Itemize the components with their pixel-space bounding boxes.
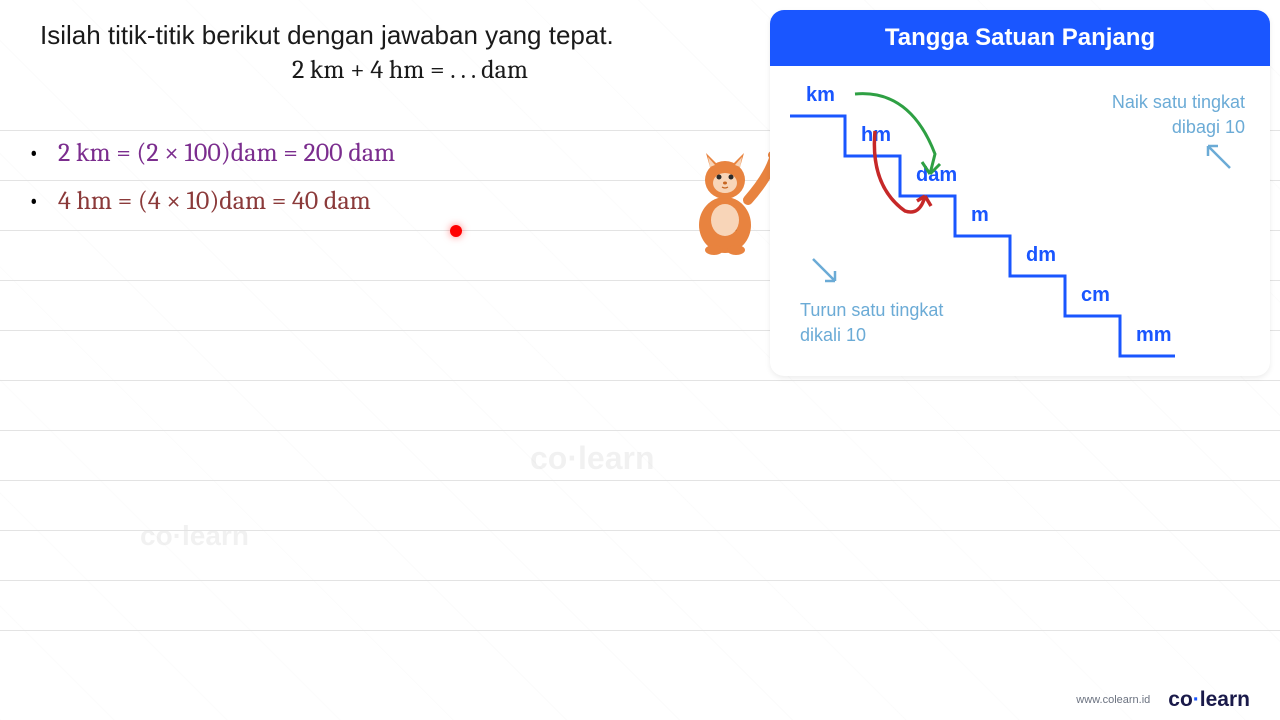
unit-label-mm: mm [1136, 324, 1172, 347]
answer-text: 4 hm = (4 × 10)dam = 40 dam [58, 186, 371, 216]
note-down-arrow-icon [805, 251, 845, 291]
note-down: Turun satu tingkat dikali 10 [800, 298, 943, 348]
panel-title: Tangga Satuan Panjang [770, 10, 1270, 66]
answer-list: 2 km = (2 × 100)dam = 200 dam 4 hm = (4 … [58, 138, 395, 234]
answer-item-2: 4 hm = (4 × 10)dam = 40 dam [58, 186, 395, 216]
footer-logo: co·learn [1168, 688, 1250, 712]
up-arrow-red [865, 116, 965, 226]
note-up: Naik satu tingkat dibagi 10 [1112, 90, 1245, 140]
unit-label-km: km [806, 84, 835, 107]
pointer-dot [450, 225, 462, 237]
unit-label-m: m [971, 204, 989, 227]
cat-illustration [680, 125, 780, 255]
answer-text: 2 km = (2 × 100)dam = 200 dam [58, 138, 395, 168]
note-up-text: Naik satu tingkat dibagi 10 [1112, 92, 1245, 137]
answer-item-1: 2 km = (2 × 100)dam = 200 dam [58, 138, 395, 168]
unit-label-dm: dm [1026, 244, 1056, 267]
note-up-arrow-icon [1200, 138, 1240, 178]
footer-url: www.colearn.id [1076, 694, 1150, 706]
question-equation: 2 km + 4 hm = . . . dam [40, 55, 780, 85]
unit-ladder-panel: Tangga Satuan Panjang kmhmdammdmcmmm Nai… [770, 10, 1270, 376]
panel-body: kmhmdammdmcmmm Naik satu tingkat dibagi … [770, 66, 1270, 376]
note-down-text: Turun satu tingkat dikali 10 [800, 300, 943, 345]
footer: www.colearn.id co·learn [1076, 688, 1250, 712]
unit-label-cm: cm [1081, 284, 1110, 307]
